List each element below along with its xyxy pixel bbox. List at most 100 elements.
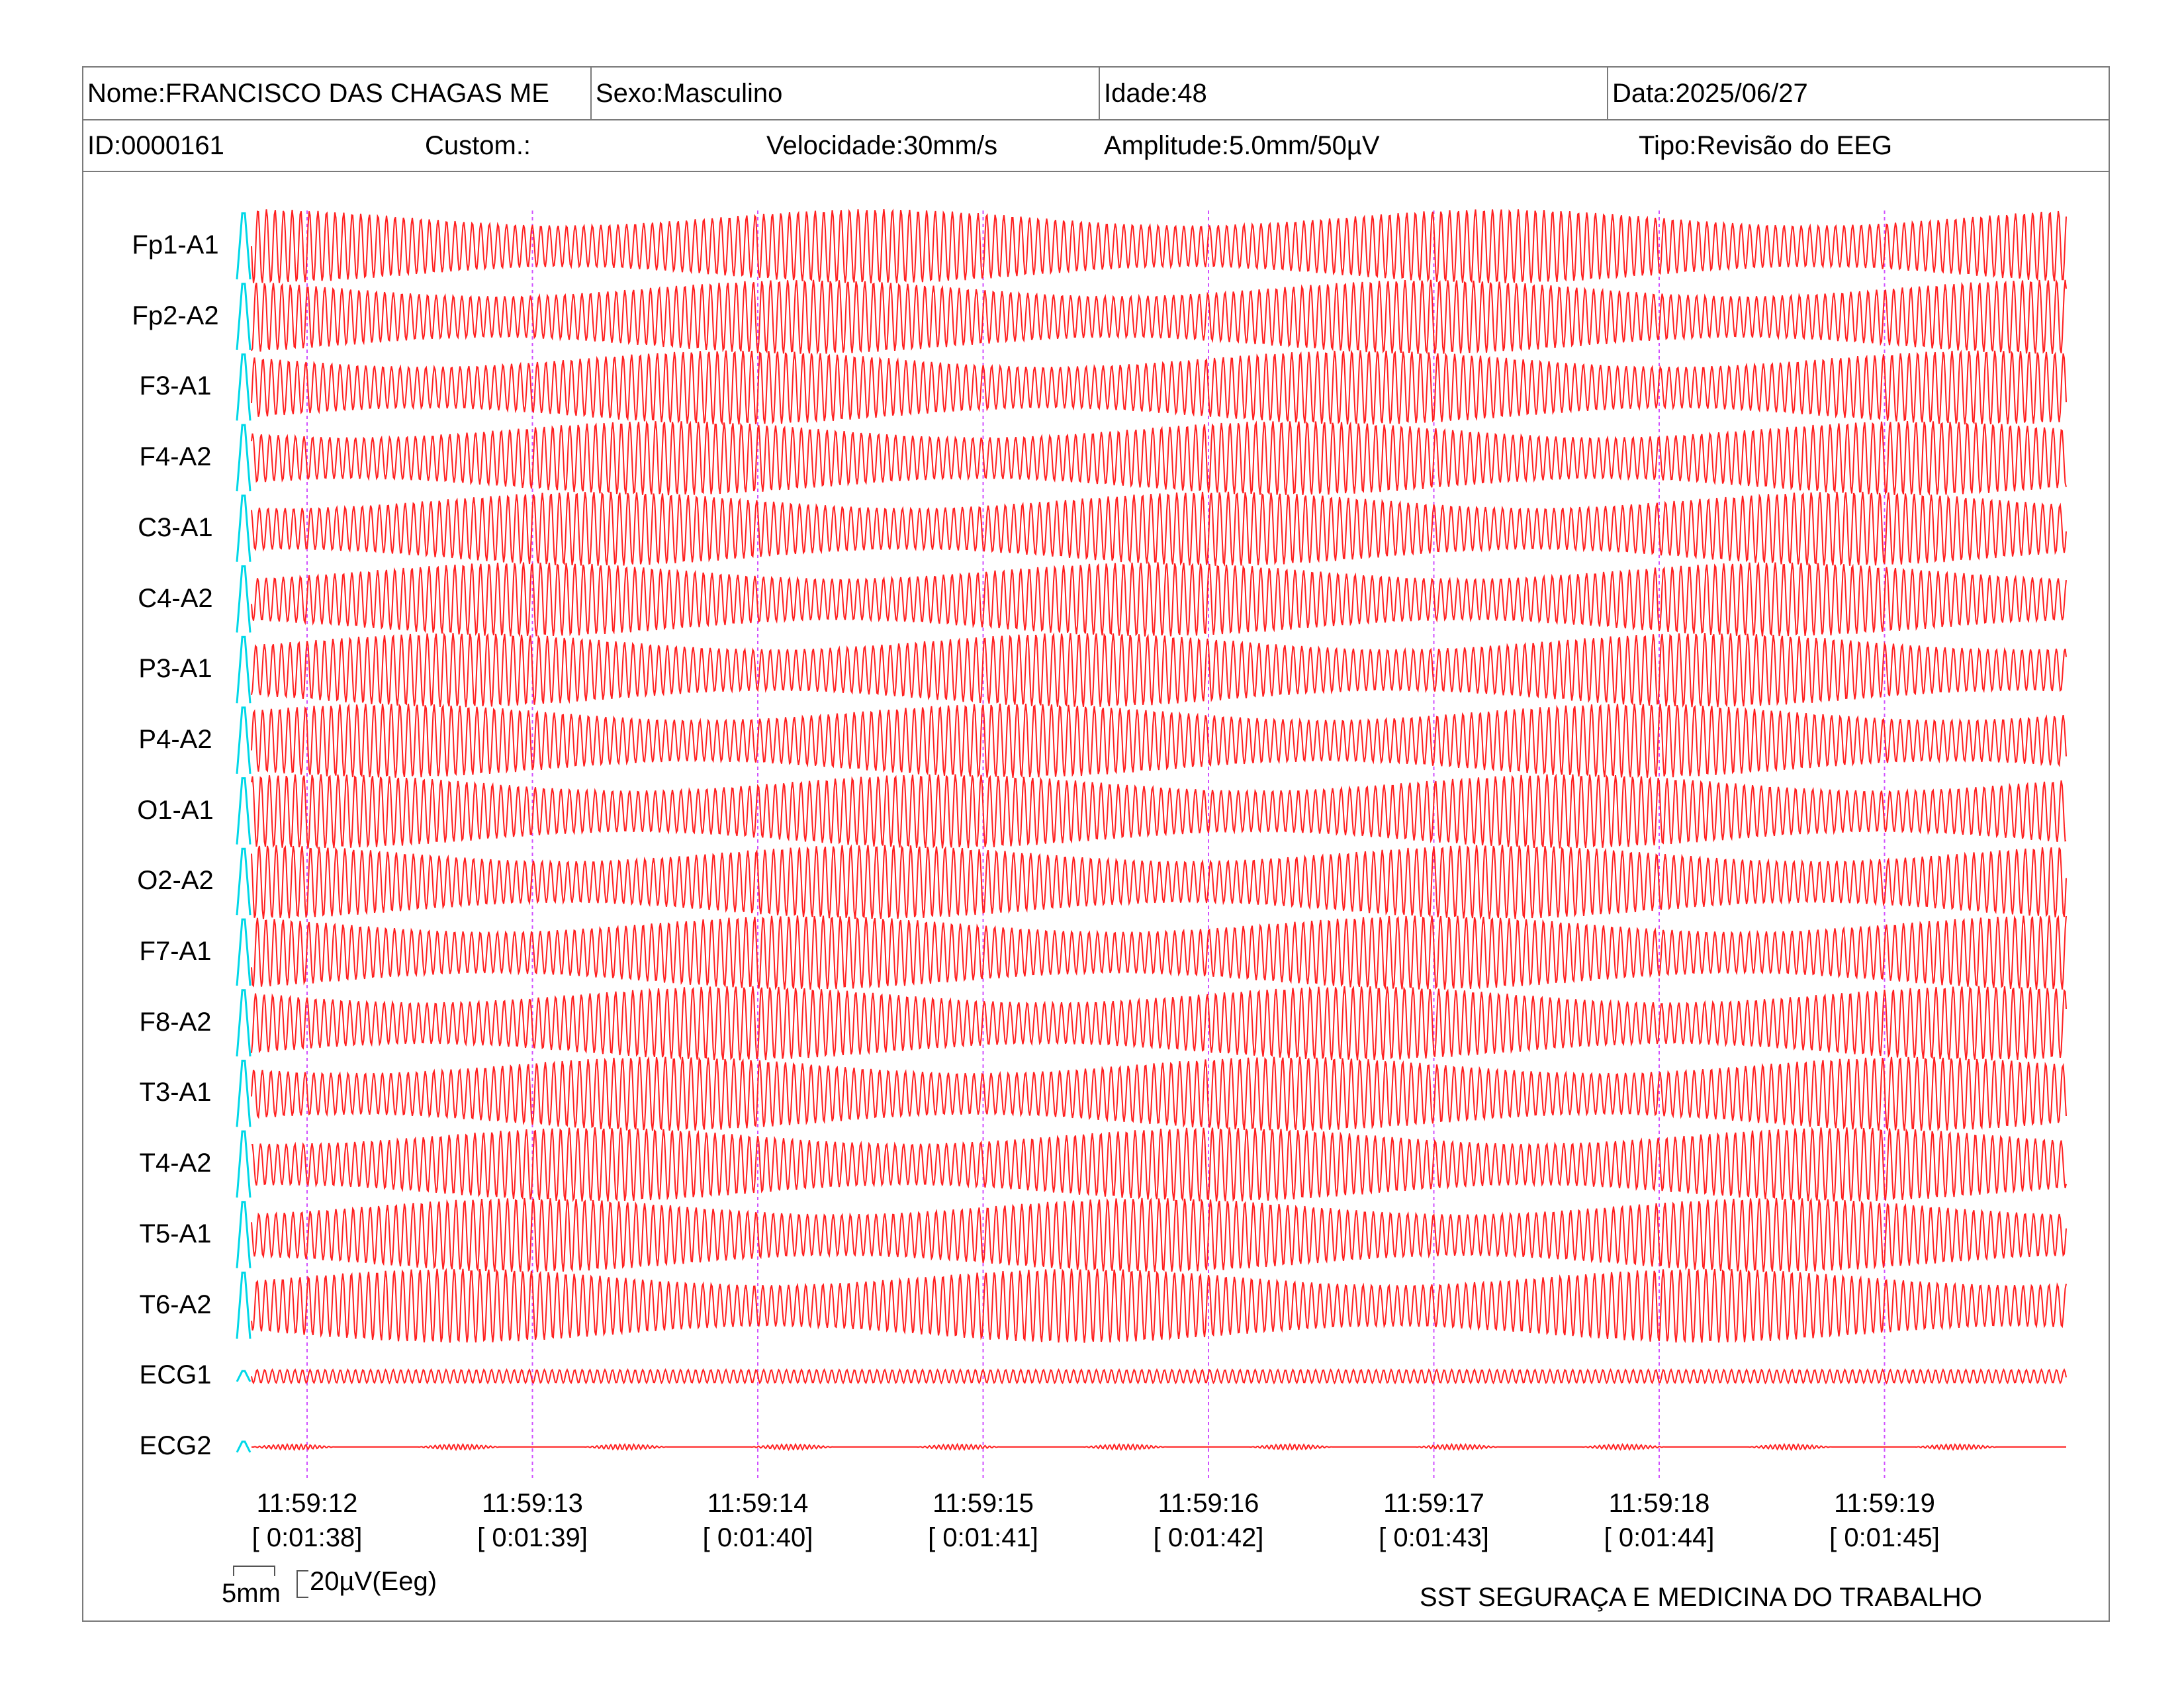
trace-f8-a2: [251, 985, 2067, 1060]
channel-label-f4-a2: F4-A2: [139, 442, 212, 472]
amplitude-scale-label: 20µV(Eeg): [310, 1567, 437, 1596]
time-marker-lines: [306, 211, 1886, 1481]
sex-cell: Sexo:Masculino: [592, 68, 1100, 119]
trace-f4-a2: [251, 420, 2067, 496]
clock-time: 11:59:19: [1834, 1489, 1935, 1518]
calibration-ecg1: [236, 1370, 251, 1382]
elapsed-time: [ 0:01:38]: [251, 1523, 363, 1552]
elapsed-time: [ 0:01:44]: [1604, 1523, 1715, 1552]
calibration-t5-a1: [236, 1201, 251, 1268]
channel-label-o1-a1: O1-A1: [137, 795, 214, 825]
header-row-2: ID:0000161 Custom.: Velocidade:30mm/s Am…: [83, 120, 2109, 172]
calibration-fp1-a1: [236, 212, 251, 280]
channel-label-ecg1: ECG1: [139, 1360, 212, 1390]
header-row-1: Nome:FRANCISCO DAS CHAGAS ME Sexo:Mascul…: [83, 68, 2109, 120]
calibration-o2-a2: [236, 847, 251, 915]
trace-t4-a2: [251, 1127, 2067, 1203]
amplitude-cell: Amplitude:5.0mm/50µV: [1100, 120, 1380, 171]
channel-label-t6-a2: T6-A2: [139, 1289, 212, 1319]
trace-f3-a1: [251, 350, 2067, 426]
trace-o1-a1: [251, 773, 2067, 849]
calibration-c3-a1: [236, 494, 251, 562]
channel-label-fp1-a1: Fp1-A1: [132, 230, 219, 259]
calibration-t4-a2: [236, 1130, 251, 1198]
clock-time: 11:59:13: [482, 1489, 583, 1518]
elapsed-time: [ 0:01:45]: [1829, 1523, 1940, 1552]
time-label-2: 11:59:13 [ 0:01:39]: [453, 1486, 612, 1555]
calibration-t3-a1: [236, 1059, 251, 1127]
patient-id: ID:0000161: [87, 131, 224, 160]
speed-value: Velocidade:30mm/s: [766, 131, 998, 160]
clock-time: 11:59:12: [256, 1489, 358, 1518]
clock-time: 11:59:15: [933, 1489, 1034, 1518]
trace-t3-a1: [251, 1056, 2067, 1132]
time-label-4: 11:59:15 [ 0:01:41]: [904, 1486, 1063, 1555]
channel-label-ecg2: ECG2: [139, 1430, 212, 1460]
trace-f7-a1: [251, 915, 2067, 990]
channel-label-t4-a2: T4-A2: [139, 1149, 212, 1178]
patient-name-cell: Nome:FRANCISCO DAS CHAGAS ME: [83, 68, 592, 119]
trace-c3-a1: [251, 491, 2067, 567]
exam-type: Tipo:Revisão do EEG: [1639, 131, 1893, 160]
exam-date: Data:2025/06/27: [1612, 79, 1808, 108]
elapsed-time: [ 0:01:39]: [477, 1523, 588, 1552]
calibration-p3-a1: [236, 635, 251, 704]
calibration-p4-a2: [236, 706, 251, 774]
patient-name: Nome:FRANCISCO DAS CHAGAS ME: [87, 79, 549, 108]
trace-ecg2: [251, 1442, 2066, 1452]
custom-cell: Custom.:: [421, 120, 531, 171]
calibration-o1-a1: [236, 777, 251, 845]
clinic-name: SST SEGURAÇA E MEDICINA DO TRABALHO: [1420, 1583, 1982, 1612]
patient-sex: Sexo:Masculino: [596, 79, 783, 108]
time-label-5: 11:59:16 [ 0:01:42]: [1129, 1486, 1288, 1555]
trace-p4-a2: [251, 703, 2067, 778]
channel-label-f8-a2: F8-A2: [139, 1007, 212, 1037]
amplitude-scale-bar: [296, 1570, 308, 1598]
channel-label-t3-a1: T3-A1: [139, 1078, 212, 1107]
clock-time: 11:59:18: [1608, 1489, 1710, 1518]
clock-time: 11:59:16: [1158, 1489, 1259, 1518]
channel-label-p4-a2: P4-A2: [138, 724, 212, 754]
calibration-traces: [236, 212, 251, 1453]
trace-t6-a2: [251, 1268, 2067, 1344]
channel-label-f7-a1: F7-A1: [139, 937, 212, 966]
trace-ecg1: [251, 1368, 2067, 1385]
channel-label-p3-a1: P3-A1: [138, 654, 212, 684]
channel-label-fp2-a2: Fp2-A2: [132, 301, 219, 330]
trace-fp2-a2: [251, 279, 2067, 355]
trace-p3-a1: [251, 632, 2067, 708]
time-scale-label: 5mm: [222, 1579, 281, 1608]
calibration-f3-a1: [236, 353, 251, 421]
time-label-1: 11:59:12 [ 0:01:38]: [228, 1486, 387, 1555]
time-label-6: 11:59:17 [ 0:01:43]: [1355, 1486, 1514, 1555]
calibration-t6-a2: [236, 1272, 251, 1339]
custom-field: Custom.:: [425, 131, 531, 160]
time-scale-bar: [233, 1566, 275, 1576]
elapsed-time: [ 0:01:41]: [928, 1523, 1038, 1552]
calibration-c4-a2: [236, 565, 251, 633]
amplitude-value: Amplitude:5.0mm/50µV: [1104, 131, 1380, 160]
trace-fp1-a1: [251, 209, 2067, 284]
calibration-fp2-a2: [236, 283, 251, 350]
channel-label-f3-a1: F3-A1: [139, 371, 212, 401]
type-cell: Tipo:Revisão do EEG: [1635, 120, 1892, 171]
trace-t5-a1: [251, 1197, 2067, 1273]
channel-label-c3-a1: C3-A1: [138, 512, 213, 542]
report-frame: Nome:FRANCISCO DAS CHAGAS ME Sexo:Mascul…: [82, 66, 2110, 1622]
trace-o2-a2: [251, 844, 2067, 920]
trace-c4-a2: [251, 561, 2067, 637]
calibration-ecg2: [236, 1440, 251, 1453]
speed-cell: Velocidade:30mm/s: [762, 120, 997, 171]
time-label-8: 11:59:19 [ 0:01:45]: [1805, 1486, 1964, 1555]
channel-traces: [251, 209, 2067, 1452]
channel-label-o2-a2: O2-A2: [137, 866, 214, 896]
channel-label-t5-a1: T5-A1: [139, 1219, 212, 1248]
clock-time: 11:59:17: [1383, 1489, 1484, 1518]
time-label-7: 11:59:18 [ 0:01:44]: [1580, 1486, 1739, 1555]
date-cell: Data:2025/06/27: [1608, 68, 2109, 119]
age-cell: Idade:48: [1100, 68, 1608, 119]
elapsed-time: [ 0:01:43]: [1379, 1523, 1489, 1552]
patient-age: Idade:48: [1104, 79, 1207, 108]
calibration-f4-a2: [236, 424, 251, 492]
